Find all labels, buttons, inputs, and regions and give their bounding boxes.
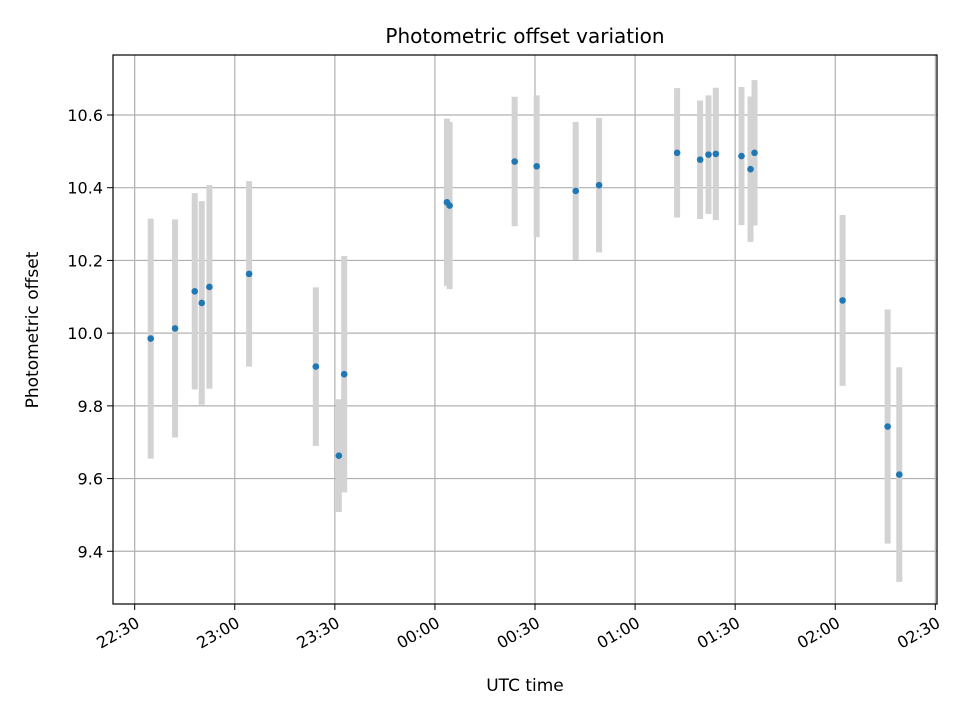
data-point bbox=[511, 158, 518, 165]
grid-layer bbox=[113, 55, 937, 604]
data-point bbox=[245, 270, 253, 278]
errorbar-layer bbox=[147, 80, 903, 582]
plot-area-frame bbox=[112, 54, 938, 605]
data-point bbox=[896, 471, 903, 478]
x-tick-label: 00:30 bbox=[494, 613, 543, 653]
x-tick-label: 23:00 bbox=[193, 613, 242, 653]
data-point bbox=[705, 151, 712, 158]
y-axis-label: Photometric offset bbox=[23, 251, 43, 408]
data-point bbox=[446, 202, 453, 209]
data-point bbox=[712, 150, 720, 158]
data-point bbox=[191, 288, 199, 295]
x-tick-label: 01:30 bbox=[694, 613, 743, 653]
data-point bbox=[206, 283, 213, 291]
y-tick-label: 9.4 bbox=[78, 542, 103, 561]
x-tick-label: 02:00 bbox=[794, 613, 843, 653]
point-layer bbox=[147, 149, 903, 478]
x-tick-label: 23:30 bbox=[293, 613, 342, 653]
data-point bbox=[572, 187, 580, 195]
y-tick-label: 9.6 bbox=[78, 470, 103, 489]
data-point bbox=[696, 156, 704, 164]
data-point bbox=[533, 162, 540, 170]
data-point bbox=[312, 363, 320, 370]
data-point bbox=[747, 165, 754, 173]
y-tick-label: 10.4 bbox=[67, 179, 103, 198]
data-point bbox=[738, 152, 745, 160]
y-tick-label: 10.2 bbox=[67, 251, 103, 270]
data-point bbox=[171, 325, 179, 332]
data-point bbox=[198, 299, 206, 307]
chart-title: Photometric offset variation bbox=[385, 24, 664, 48]
data-point bbox=[751, 149, 758, 157]
data-point bbox=[147, 335, 154, 342]
x-tick-label: 00:00 bbox=[393, 613, 442, 653]
y-tick-label: 10.0 bbox=[67, 324, 103, 343]
x-tick-label: 22:30 bbox=[93, 613, 142, 653]
data-point bbox=[884, 423, 891, 430]
x-tick-label: 02:30 bbox=[894, 613, 943, 653]
y-tick-label: 10.6 bbox=[67, 106, 103, 125]
data-point bbox=[340, 370, 348, 378]
data-point bbox=[595, 181, 603, 189]
y-tick-label: 9.8 bbox=[78, 397, 103, 416]
x-axis-label: UTC time bbox=[486, 676, 564, 696]
x-tick-label: 01:00 bbox=[594, 613, 643, 653]
data-point bbox=[335, 452, 343, 459]
data-point bbox=[673, 149, 681, 157]
data-point bbox=[839, 297, 846, 304]
